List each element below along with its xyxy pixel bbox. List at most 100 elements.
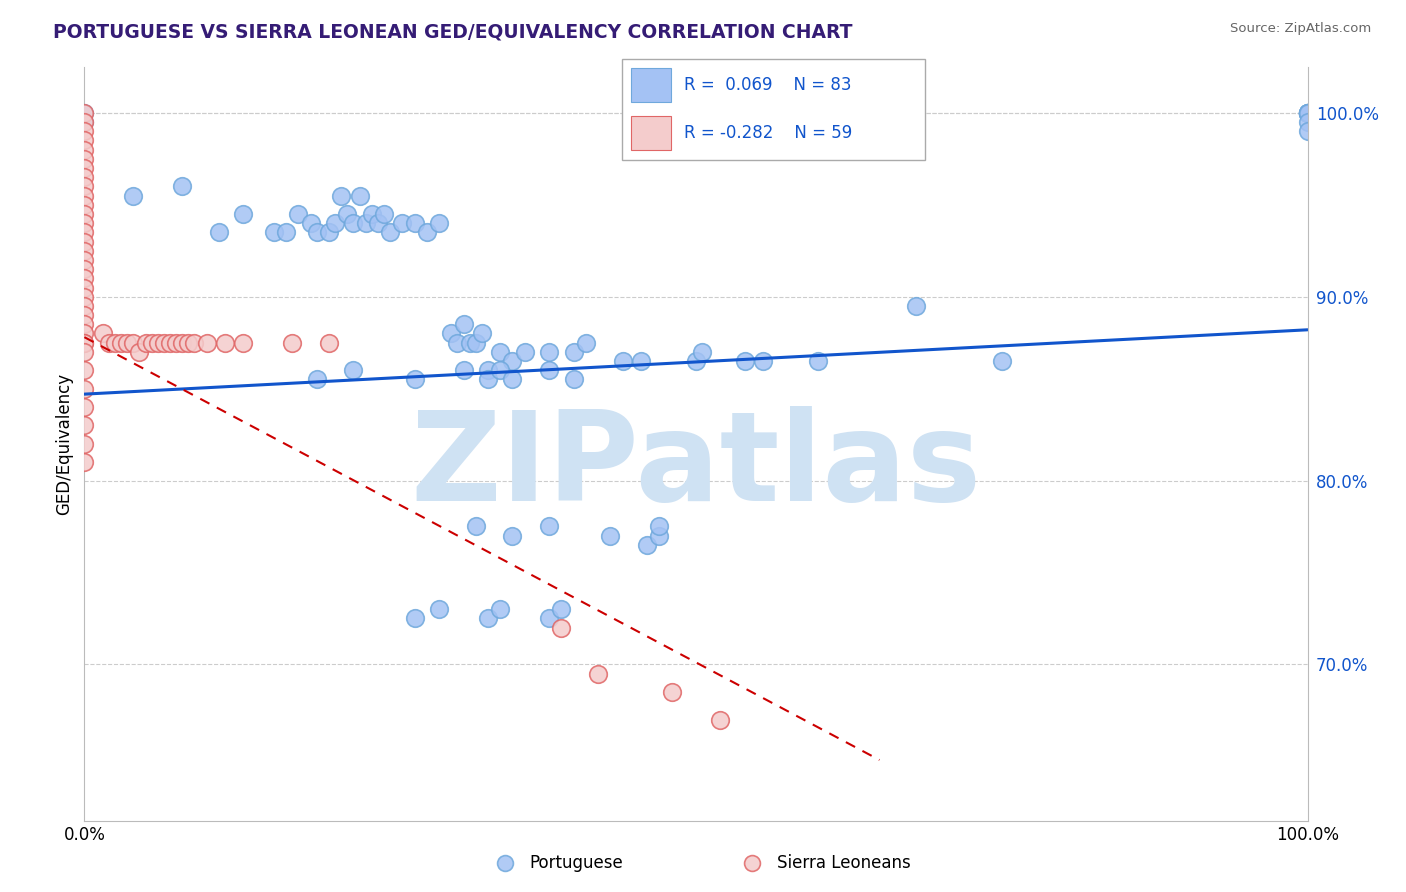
Point [513,344,536,359]
Point [287,207,309,221]
Point [446,335,468,350]
Point [263,225,285,239]
Point [1296,106,1319,120]
Point [538,344,561,359]
Point [115,335,138,350]
Point [690,344,713,359]
Point [1296,124,1319,138]
Point [342,363,364,377]
Point [73,207,96,221]
Point [177,335,200,350]
Point [905,299,928,313]
Point [734,354,756,368]
Point [416,225,439,239]
Point [1296,106,1319,120]
FancyBboxPatch shape [621,59,925,160]
Point [404,372,426,386]
Point [648,529,671,543]
Point [453,318,475,332]
Point [73,106,96,120]
Point [404,216,426,230]
Point [685,354,707,368]
Point [73,133,96,147]
Point [73,161,96,175]
Point [73,382,96,396]
Point [73,400,96,414]
Point [165,335,187,350]
Point [489,602,512,616]
Point [1296,106,1319,120]
Point [73,235,96,249]
Point [73,225,96,239]
Point [427,216,450,230]
Point [146,335,169,350]
Point [73,198,96,212]
Point [91,326,114,341]
Point [502,529,524,543]
Point [709,713,731,727]
Point [73,290,96,304]
Point [342,216,364,230]
Point [367,216,389,230]
Point [318,225,340,239]
Point [1296,106,1319,120]
Point [159,335,181,350]
Point [630,354,652,368]
Point [276,225,298,239]
Point [172,179,194,194]
Point [97,335,120,350]
Point [1296,106,1319,120]
Point [73,143,96,157]
Point [599,529,621,543]
Point [73,262,96,277]
Point [73,326,96,341]
Point [550,621,572,635]
Point [471,326,494,341]
Point [73,170,96,185]
Text: R = -0.282    N = 59: R = -0.282 N = 59 [683,124,852,142]
FancyBboxPatch shape [631,117,671,150]
Point [141,335,163,350]
Text: ZIPatlas: ZIPatlas [411,406,981,527]
Point [330,188,353,202]
Point [562,372,585,386]
Point [502,372,524,386]
Point [477,372,499,386]
Point [73,318,96,332]
Text: Sierra Leoneans: Sierra Leoneans [778,854,911,872]
Point [636,538,658,552]
Text: R =  0.069    N = 83: R = 0.069 N = 83 [683,76,851,94]
Point [305,225,328,239]
Point [73,115,96,129]
Point [489,363,512,377]
Point [538,363,561,377]
FancyBboxPatch shape [631,69,671,102]
Point [232,207,254,221]
Point [661,685,683,699]
Point [299,216,322,230]
Point [110,335,132,350]
Point [195,335,218,350]
Point [73,188,96,202]
Point [122,335,145,350]
Point [494,856,516,871]
Point [464,335,486,350]
Text: PORTUGUESE VS SIERRA LEONEAN GED/EQUIVALENCY CORRELATION CHART: PORTUGUESE VS SIERRA LEONEAN GED/EQUIVAL… [53,22,853,41]
Point [373,207,395,221]
Point [991,354,1014,368]
Point [73,115,96,129]
Point [1296,106,1319,120]
Point [586,666,609,681]
Point [73,455,96,469]
Point [73,335,96,350]
Point [73,335,96,350]
Point [73,106,96,120]
Point [305,372,328,386]
Point [153,335,176,350]
Point [73,244,96,258]
Text: Source: ZipAtlas.com: Source: ZipAtlas.com [1230,22,1371,36]
Point [360,207,382,221]
Point [232,335,254,350]
Point [453,363,475,377]
Point [318,335,340,350]
